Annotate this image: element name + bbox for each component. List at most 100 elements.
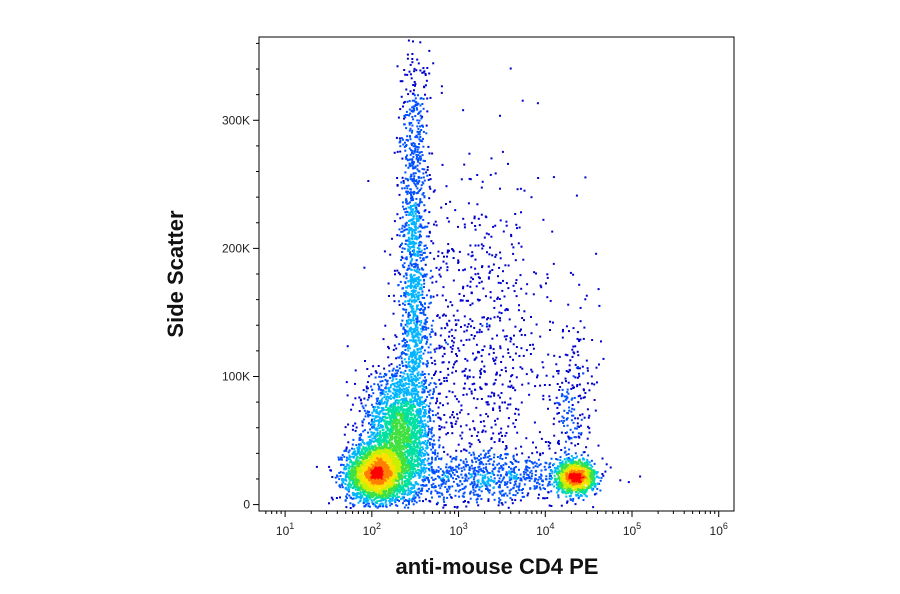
data-point — [421, 407, 424, 410]
data-point — [413, 375, 416, 378]
data-point — [389, 478, 392, 481]
data-point — [399, 464, 402, 466]
data-point — [394, 437, 397, 440]
data-point — [370, 373, 373, 376]
data-point — [417, 391, 420, 393]
data-point — [389, 439, 392, 442]
data-point — [356, 456, 359, 459]
data-point — [398, 484, 400, 487]
data-point — [394, 372, 397, 375]
data-point — [378, 417, 381, 420]
data-point — [394, 477, 397, 480]
data-point — [366, 502, 369, 505]
data-point — [388, 413, 391, 416]
data-point — [391, 435, 394, 438]
data-point — [406, 390, 409, 393]
data-point — [404, 466, 407, 469]
data-point — [398, 395, 401, 398]
data-point — [407, 362, 410, 365]
data-point — [387, 490, 390, 493]
data-point — [367, 468, 370, 471]
data-point — [372, 431, 375, 434]
data-point — [424, 433, 426, 436]
data-point — [402, 395, 405, 398]
data-point — [392, 367, 395, 370]
data-point — [382, 428, 385, 431]
data-point — [366, 381, 369, 384]
data-point — [415, 410, 418, 413]
data-point — [366, 488, 369, 491]
data-point — [340, 456, 343, 459]
data-point — [377, 475, 380, 477]
data-point — [393, 494, 396, 497]
data-point — [413, 458, 416, 461]
data-point — [423, 168, 426, 171]
data-point — [414, 439, 417, 442]
data-point — [377, 451, 380, 454]
data-point — [386, 427, 389, 430]
data-point — [362, 502, 365, 505]
data-point — [360, 462, 363, 465]
data-point — [364, 447, 367, 449]
data-point — [367, 435, 370, 438]
data-point — [363, 487, 366, 489]
data-point — [377, 415, 380, 418]
data-point — [356, 473, 359, 475]
data-point — [355, 468, 358, 471]
data-point — [377, 443, 380, 446]
data-point — [384, 434, 387, 437]
data-point — [380, 477, 383, 480]
data-point — [357, 485, 360, 488]
data-point — [371, 447, 374, 450]
data-point — [346, 457, 349, 460]
data-point — [364, 473, 366, 476]
data-point — [336, 474, 338, 477]
data-point — [389, 466, 392, 469]
data-point — [371, 445, 374, 448]
data-point — [391, 422, 394, 425]
data-point — [427, 425, 430, 428]
data-point — [377, 365, 380, 367]
data-point — [402, 408, 405, 411]
data-point — [362, 407, 365, 410]
data-point — [330, 496, 333, 499]
data-point — [382, 413, 385, 416]
data-point — [388, 415, 391, 418]
data-point — [368, 476, 371, 479]
data-point — [432, 420, 435, 423]
data-point — [380, 472, 383, 475]
data-point — [374, 376, 377, 379]
data-point — [364, 487, 367, 490]
data-point — [372, 476, 375, 479]
data-point — [376, 432, 379, 435]
data-point — [385, 404, 388, 407]
data-point — [383, 494, 386, 497]
data-point — [427, 487, 430, 490]
data-point — [401, 476, 404, 479]
data-point — [398, 434, 401, 437]
data-point — [396, 493, 399, 496]
data-point — [404, 384, 407, 387]
data-point — [434, 383, 437, 385]
data-point — [382, 408, 385, 411]
data-point — [379, 380, 382, 383]
data-point — [421, 459, 424, 461]
data-point — [394, 489, 397, 492]
data-point — [355, 444, 358, 447]
data-point — [413, 387, 416, 390]
data-point — [384, 497, 386, 500]
data-point — [427, 453, 430, 456]
data-point — [416, 494, 419, 497]
data-point — [383, 375, 385, 378]
data-point — [371, 480, 374, 483]
data-point — [380, 495, 382, 498]
data-point — [396, 489, 399, 492]
data-point — [411, 491, 414, 493]
data-point — [334, 476, 337, 479]
data-point — [390, 468, 393, 471]
data-point — [412, 118, 415, 121]
data-point — [382, 471, 385, 474]
data-point — [384, 461, 387, 464]
data-point — [366, 447, 368, 450]
data-point — [382, 490, 385, 493]
